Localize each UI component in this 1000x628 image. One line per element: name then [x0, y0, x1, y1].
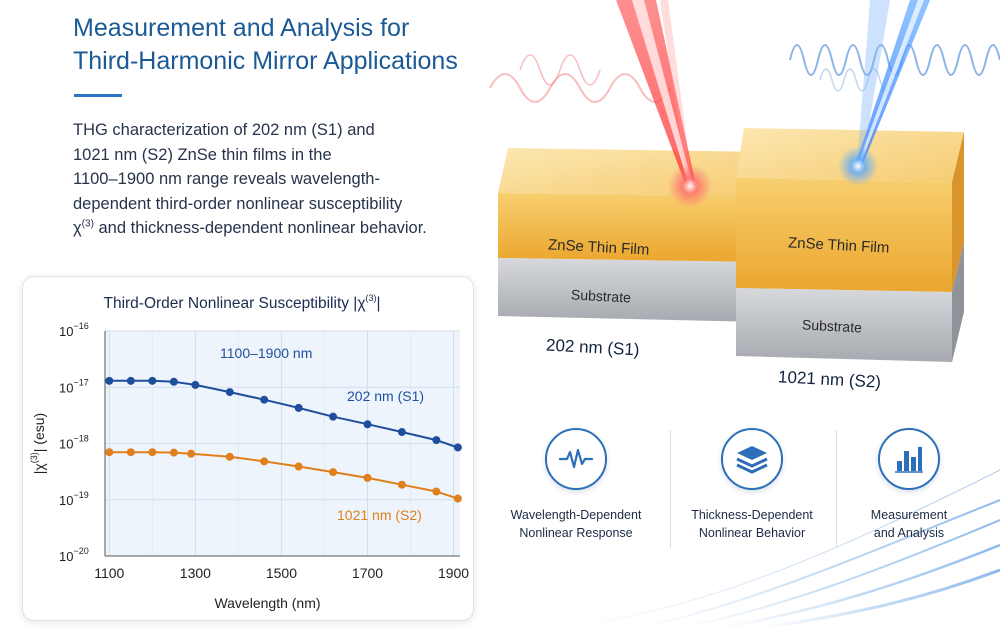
range-annotation: 1100–1900 nm — [220, 345, 312, 361]
description-line: 1021 nm (S2) ZnSe thin films in the — [73, 145, 332, 164]
description-line: χ(3) and thickness-dependent nonlinear b… — [73, 216, 463, 241]
title-underline — [74, 94, 122, 97]
series-label: 202 nm (S1) — [347, 388, 424, 404]
data-point — [126, 376, 135, 385]
data-point — [225, 388, 234, 397]
chart-card: Third-Order Nonlinear Susceptibility |χ(… — [22, 276, 474, 621]
data-point — [453, 443, 462, 452]
feature-label: and Analysis — [873, 526, 945, 540]
page-title: Measurement and Analysis for Third-Harmo… — [73, 12, 513, 78]
data-point — [260, 457, 269, 466]
chart-title: Third-Order Nonlinear Susceptibility |χ(… — [103, 293, 380, 312]
data-point — [329, 412, 338, 421]
data-point — [187, 449, 196, 458]
series-label: 1021 nm (S2) — [337, 507, 422, 523]
data-point — [397, 428, 406, 437]
data-point — [294, 403, 303, 412]
s1-substrate-label: Substrate — [570, 286, 632, 306]
data-point — [105, 376, 114, 385]
bar-chart-icon — [878, 428, 940, 490]
feature-divider — [836, 430, 837, 548]
data-point — [148, 448, 157, 457]
chi-superscript: (3) — [81, 218, 94, 230]
title-line-2: Third-Harmonic Mirror Applications — [73, 47, 458, 75]
data-point — [363, 420, 372, 429]
data-point — [294, 462, 303, 471]
data-point — [363, 473, 372, 482]
susceptibility-chart: Third-Order Nonlinear Susceptibility |χ(… — [29, 293, 469, 611]
data-point — [329, 468, 338, 477]
data-point — [148, 376, 157, 385]
feature-measurement: Measurement and Analysis — [834, 428, 984, 542]
data-point — [126, 448, 135, 457]
chi-symbol: χ — [73, 219, 82, 237]
x-tick-label: 1700 — [352, 565, 383, 581]
x-tick-label: 1500 — [266, 565, 297, 581]
x-axis-label: Wavelength (nm) — [214, 595, 320, 611]
data-point — [169, 448, 178, 457]
data-point — [191, 380, 200, 389]
feature-label: Thickness-Dependent — [691, 508, 813, 522]
x-tick-label: 1100 — [94, 565, 124, 581]
waveform-icon — [545, 428, 607, 490]
data-point — [453, 494, 462, 503]
description-line: 1100–1900 nm range reveals wavelength- — [73, 170, 380, 188]
title-line-1: Measurement and Analysis for — [73, 14, 410, 42]
s2-substrate-label: Substrate — [801, 316, 863, 336]
data-point — [105, 448, 114, 457]
data-point — [169, 377, 178, 386]
data-point — [432, 487, 441, 496]
sample-s1-block — [498, 148, 770, 322]
feature-label: Measurement — [870, 508, 948, 522]
feature-label: Nonlinear Behavior — [698, 526, 806, 540]
x-tick-label: 1900 — [438, 565, 469, 581]
data-point — [260, 395, 269, 404]
description-line-rest: and thickness-dependent nonlinear behavi… — [93, 219, 427, 237]
y-tick-label: 10−19 — [59, 490, 89, 508]
data-point — [432, 436, 441, 445]
y-tick-label: 10−17 — [59, 377, 89, 395]
description-line: dependent third-order nonlinear suscepti… — [73, 194, 403, 213]
data-point — [225, 452, 234, 461]
feature-wavelength: Wavelength-Dependent Nonlinear Response — [501, 428, 651, 542]
layers-icon — [721, 428, 783, 490]
description: THG characterization of 202 nm (S1) and … — [73, 118, 463, 241]
feature-label: Nonlinear Response — [519, 526, 633, 540]
y-axis-label: |χ(3)| (esu) — [29, 413, 47, 474]
y-tick-label: 10−18 — [59, 434, 89, 452]
y-tick-label: 10−16 — [59, 321, 89, 339]
y-tick-label: 10−20 — [59, 546, 89, 564]
feature-thickness: Thickness-Dependent Nonlinear Behavior — [677, 428, 827, 542]
feature-divider — [670, 430, 671, 548]
feature-label: Wavelength-Dependent — [510, 508, 642, 522]
x-tick-label: 1300 — [180, 565, 211, 581]
description-line: THG characterization of 202 nm (S1) and — [73, 121, 375, 139]
data-point — [397, 480, 406, 489]
